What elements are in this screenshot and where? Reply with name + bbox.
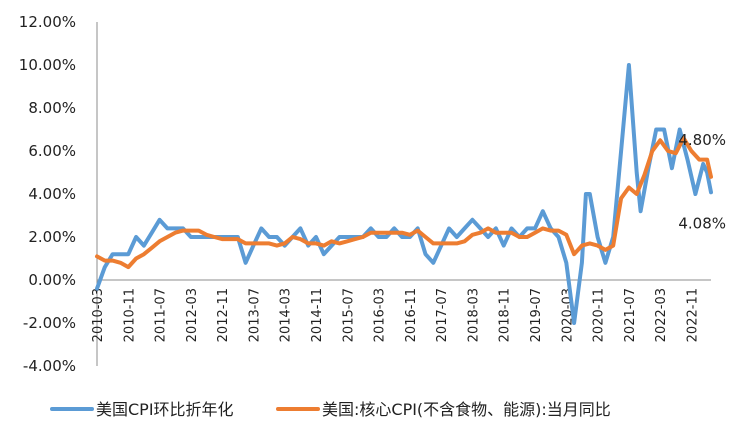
y-tick-label: 12.00% <box>19 13 76 31</box>
y-tick-label: 0.00% <box>28 271 76 289</box>
series-layer <box>95 63 713 325</box>
x-tick-label: 2018-03 <box>466 288 481 342</box>
legend-label: 美国CPI环比折年化 <box>96 400 234 419</box>
x-tick-label: 2020-11 <box>592 288 607 342</box>
y-tick-label: 10.00% <box>19 56 76 74</box>
legend-label: 美国:核心CPI(不含食物、能源):当月同比 <box>322 400 611 419</box>
x-tick-label: 2021-07 <box>623 288 638 342</box>
data-labels: 4.80% 4.08% <box>678 131 726 232</box>
x-tick-label: 2014-11 <box>310 288 325 342</box>
series-line-cpi-mom-annualized <box>95 63 713 325</box>
series-line-core-cpi-yoy <box>95 136 713 270</box>
x-tick-label: 2010-03 <box>91 288 106 342</box>
y-tick-label: 2.00% <box>28 228 76 246</box>
data-label: 4.08% <box>678 214 726 232</box>
x-tick-label: 2011-07 <box>154 288 169 342</box>
y-tick-label: -2.00% <box>23 314 76 332</box>
x-tick-label: 2015-07 <box>341 288 356 342</box>
x-tick-label: 2019-07 <box>529 288 544 342</box>
x-tick-label: 2017-07 <box>435 288 450 342</box>
y-tick-label: 4.00% <box>28 185 76 203</box>
x-tick-label: 2013-07 <box>247 288 262 342</box>
x-tick-label: 2012-11 <box>216 288 231 342</box>
x-tick-label: 2022-11 <box>685 288 700 342</box>
y-axis-ticks: -4.00% -2.00% 0.00% 2.00% 4.00% 6.00% 8.00% 10.… <box>19 13 76 375</box>
data-label: 4.80% <box>678 131 726 149</box>
x-tick-label: 2022-03 <box>654 288 669 342</box>
x-tick-label: 2012-03 <box>185 288 200 342</box>
x-axis-ticks: 2010-03 2010-11 2011-07 2012-03 2012-11 2013-… <box>91 288 700 342</box>
axes <box>96 22 711 366</box>
x-tick-label: 2014-03 <box>279 288 294 342</box>
y-tick-label: -4.00% <box>23 357 76 375</box>
x-tick-label: 2016-03 <box>373 288 388 342</box>
x-tick-label: 2010-11 <box>122 288 137 342</box>
y-tick-label: 8.00% <box>28 99 76 117</box>
y-tick-label: 6.00% <box>28 142 76 160</box>
x-tick-label: 2016-11 <box>404 288 419 342</box>
legend: 美国CPI环比折年化 美国:核心CPI(不含食物、能源):当月同比 <box>50 400 611 419</box>
x-tick-label: 2018-11 <box>498 288 513 342</box>
